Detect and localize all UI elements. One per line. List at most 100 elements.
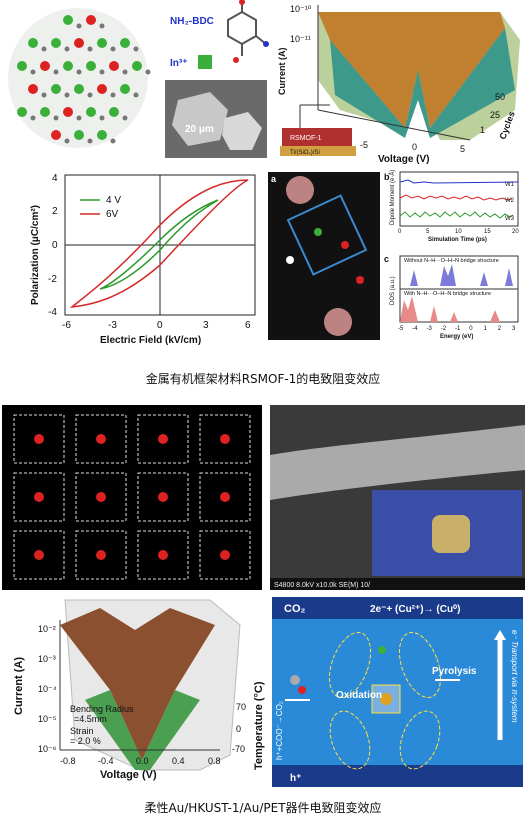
node xyxy=(86,61,96,71)
dipole-plot xyxy=(399,171,519,227)
linker xyxy=(99,69,105,75)
cell xyxy=(13,530,65,580)
node xyxy=(96,434,106,444)
x-tick-label: 1 xyxy=(484,326,488,332)
crystal xyxy=(222,112,262,150)
node xyxy=(28,84,38,94)
x-tick-label: -5 xyxy=(360,140,368,150)
ion-symbol xyxy=(198,55,212,69)
linker xyxy=(133,92,139,98)
cell xyxy=(199,414,251,464)
cell xyxy=(199,472,251,522)
x-tick-label: 2 xyxy=(498,326,502,332)
legend-entry: W1 xyxy=(505,182,515,188)
x-tick-label: 15 xyxy=(484,229,491,235)
node xyxy=(97,130,107,140)
annotation: With N–H···O–H–N bridge structure xyxy=(404,291,491,297)
node xyxy=(28,38,38,48)
node xyxy=(120,84,130,94)
cell xyxy=(137,414,189,464)
linker xyxy=(76,69,82,75)
z-tick-label: 70 xyxy=(236,702,246,712)
y-tick-label: 4 xyxy=(52,173,58,184)
node xyxy=(96,550,106,560)
cell xyxy=(75,414,127,464)
linker xyxy=(110,138,116,144)
caption: 柔性Au/HKUST-1/Au/PET器件电致阻变效应 xyxy=(144,800,381,815)
linker xyxy=(30,115,36,121)
ligand-molecule xyxy=(227,0,269,63)
mof-lattice xyxy=(8,8,151,148)
x-tick-label: 3 xyxy=(203,320,209,331)
z-tick-label: 1 xyxy=(480,125,485,135)
y-tick-label: 10⁻⁵ xyxy=(38,714,57,724)
panel-label: b xyxy=(384,172,390,182)
x-tick-label: 6 xyxy=(245,320,251,331)
x-tick-label: 5 xyxy=(426,229,430,235)
panel-label: c xyxy=(384,254,389,264)
node xyxy=(63,61,73,71)
y-tick-label: -4 xyxy=(48,307,57,318)
y-tick-label: 10⁻¹⁰ xyxy=(290,4,312,14)
x-tick-label: -0.8 xyxy=(60,756,76,766)
y-axis-label: DOS (a.u.) xyxy=(390,276,396,305)
node xyxy=(120,38,130,48)
linker xyxy=(99,115,105,121)
x-tick-label: 3 xyxy=(512,326,516,332)
z-tick-label: 50 xyxy=(495,92,505,102)
cell xyxy=(199,530,251,580)
x-tick-label: -0.4 xyxy=(98,756,114,766)
x-tick-label: 0.8 xyxy=(208,756,221,766)
y-tick-label: 10⁻³ xyxy=(38,654,56,664)
scheme-label: Oxidation xyxy=(336,690,382,701)
x-tick-label: 0 xyxy=(398,229,402,235)
y-tick-label: -2 xyxy=(48,274,57,285)
node xyxy=(74,130,84,140)
device-label: RSMOF-1 xyxy=(290,135,322,142)
linker xyxy=(145,69,151,75)
node xyxy=(34,550,44,560)
cell xyxy=(137,472,189,522)
x-tick-label: 0 xyxy=(412,142,417,152)
x-tick-label: 10 xyxy=(455,229,462,235)
x-tick-label: -4 xyxy=(412,326,418,332)
linker xyxy=(64,46,70,52)
z-tick-label: -70 xyxy=(232,744,245,754)
x-tick-label: -3 xyxy=(427,326,433,332)
scheme-label: Pyrolysis xyxy=(432,666,477,677)
node xyxy=(51,130,61,140)
node xyxy=(97,84,107,94)
node xyxy=(17,107,27,117)
y-tick-label: 10⁻⁴ xyxy=(38,684,57,694)
node xyxy=(40,107,50,117)
node xyxy=(34,434,44,444)
surface-plot-flexible xyxy=(59,599,241,771)
x-tick-label: 0 xyxy=(469,326,473,332)
linker xyxy=(76,23,82,29)
y-axis-label: Current (A) xyxy=(13,657,25,715)
linker xyxy=(133,46,139,52)
y-axis-label: Current (A) xyxy=(277,48,287,96)
linker xyxy=(99,23,105,29)
scheme-label: CO₂ xyxy=(284,603,306,615)
node xyxy=(109,61,119,71)
node xyxy=(51,84,61,94)
node xyxy=(34,492,44,502)
node xyxy=(220,492,230,502)
x-tick-label: 5 xyxy=(460,144,465,154)
x-tick-label: -6 xyxy=(62,320,71,331)
scheme-label: h⁺+COO⁻→CO₂ xyxy=(275,701,284,760)
linker xyxy=(41,46,47,52)
hysteresis-chart xyxy=(64,174,256,316)
z-axis-label: Temperature (°C) xyxy=(253,681,265,770)
flexible-device xyxy=(432,515,470,553)
caption: 金属有机框架材料RSMOF-1的电致阻变效应 xyxy=(146,371,381,386)
linker xyxy=(64,92,70,98)
x-tick-label: -3 xyxy=(108,320,117,331)
node xyxy=(40,61,50,71)
x-axis-label: Voltage (V) xyxy=(378,154,429,165)
legend-entry: 6V xyxy=(106,209,119,220)
z-tick-label: 0 xyxy=(236,724,241,734)
linker xyxy=(122,69,128,75)
